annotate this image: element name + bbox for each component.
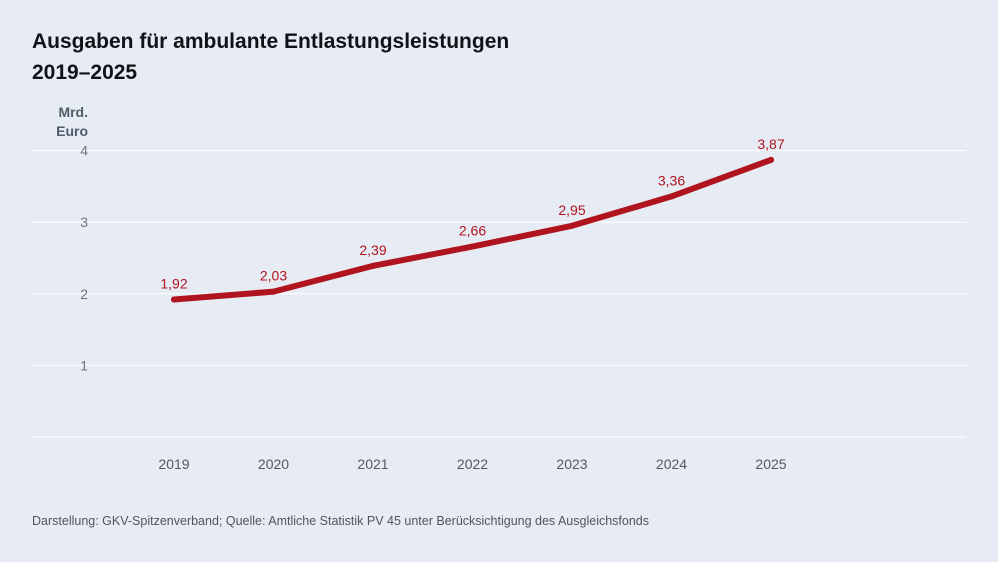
x-tick-labels: 2019 2020 2021 2022 2023 2024 2025	[158, 456, 786, 472]
y-axis-unit-line2: Euro	[56, 123, 88, 139]
data-point-2025	[768, 156, 774, 163]
x-tick-label-2019: 2019	[158, 456, 189, 472]
y-axis-unit-line1: Mrd.	[58, 104, 88, 120]
data-label-2021: 2,39	[359, 242, 386, 258]
y-tick-label-1: 1	[80, 357, 88, 373]
data-label-2022: 2,66	[459, 223, 486, 239]
x-tick-label-2020: 2020	[258, 456, 289, 472]
data-labels: 1,92 2,03 2,39 2,66 2,95 3,36 3,87	[160, 136, 784, 292]
data-point-2022	[469, 243, 476, 250]
source-note: Darstellung: GKV-Spitzenverband; Quelle:…	[32, 514, 649, 528]
x-tick-label-2025: 2025	[755, 456, 786, 472]
data-label-2019: 1,92	[160, 276, 187, 292]
y-tick-label-4: 4	[80, 143, 88, 159]
data-label-2023: 2,95	[558, 202, 585, 218]
data-label-2024: 3,36	[658, 172, 685, 188]
y-tick-labels: 1 2 3 4	[80, 143, 88, 374]
line-chart: 1 2 3 4 2019 2020 2021 2022 2023 2024 2025 1,92 2,…	[32, 136, 966, 472]
data-point-2019	[171, 296, 177, 303]
chart-title-line2: 2019–2025	[32, 61, 138, 84]
chart-title: Ausgaben für ambulante Entlastungsleistu…	[32, 26, 509, 88]
x-tick-label-2021: 2021	[357, 456, 388, 472]
series-layer	[171, 156, 774, 303]
data-label-2020: 2,03	[260, 268, 287, 284]
x-tick-label-2024: 2024	[656, 456, 687, 472]
y-tick-label-2: 2	[80, 286, 88, 302]
data-label-2025: 3,87	[757, 136, 784, 152]
y-axis-unit: Mrd. Euro	[40, 103, 88, 141]
data-point-2020	[270, 288, 277, 295]
data-point-2024	[668, 193, 675, 200]
y-tick-label-3: 3	[80, 214, 88, 230]
grid-layer	[32, 150, 966, 438]
chart-title-line1: Ausgaben für ambulante Entlastungsleistu…	[32, 30, 510, 53]
x-tick-label-2023: 2023	[556, 456, 587, 472]
data-point-2023	[569, 222, 575, 229]
x-tick-label-2022: 2022	[457, 456, 488, 472]
data-point-2021	[370, 262, 376, 269]
